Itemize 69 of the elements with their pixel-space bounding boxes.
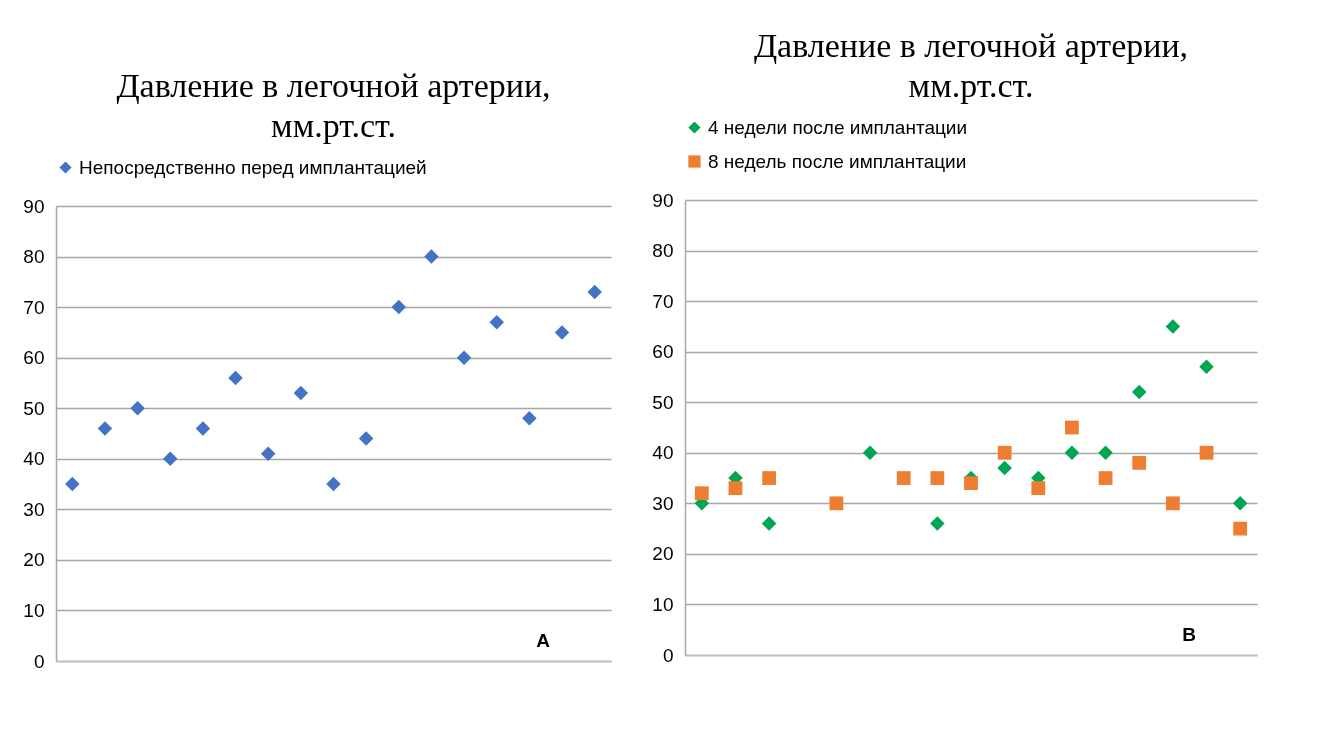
point xyxy=(391,299,407,315)
y-tick-label: 0 xyxy=(662,644,674,666)
chart-title: Давление в легочной артерии, мм.рт.ст. xyxy=(753,27,1189,104)
point xyxy=(1131,384,1147,400)
y-tick-label: 20 xyxy=(23,549,45,571)
y-tick-label: 10 xyxy=(23,599,45,621)
y-tick-label: 80 xyxy=(23,246,45,268)
y-tick-label: 40 xyxy=(23,448,45,470)
point xyxy=(762,471,777,485)
point xyxy=(587,284,602,300)
point xyxy=(761,516,777,531)
y-tick-label: 50 xyxy=(23,397,45,419)
point xyxy=(1233,521,1248,536)
point xyxy=(862,445,878,461)
point xyxy=(1199,359,1214,375)
point xyxy=(456,350,472,365)
y-tick-label: 30 xyxy=(652,492,674,514)
point xyxy=(930,471,945,485)
point xyxy=(1199,445,1214,460)
point xyxy=(424,249,439,264)
legend-label: 4 недели после имплантации xyxy=(708,116,968,138)
point xyxy=(195,421,211,436)
y-tick-label: 80 xyxy=(652,240,674,262)
point xyxy=(1165,319,1181,334)
point xyxy=(1098,445,1113,461)
legend-label: 8 недель после имплантации xyxy=(708,150,967,172)
point xyxy=(728,481,743,496)
y-tick-label: 20 xyxy=(652,543,674,565)
point xyxy=(65,476,80,492)
point xyxy=(489,315,504,330)
y-tick-label: 60 xyxy=(652,341,674,363)
point xyxy=(1065,420,1079,435)
point xyxy=(130,400,145,416)
point xyxy=(1232,496,1248,511)
point xyxy=(829,496,844,511)
point xyxy=(554,325,570,340)
y-tick-label: 90 xyxy=(23,195,45,217)
point xyxy=(97,421,113,436)
point xyxy=(997,460,1012,476)
point xyxy=(930,516,945,531)
point xyxy=(896,471,911,485)
point xyxy=(1132,456,1147,470)
y-tick-label: 30 xyxy=(23,498,45,520)
point xyxy=(228,370,243,386)
point xyxy=(163,451,178,467)
point xyxy=(1031,481,1046,496)
y-tick-label: 70 xyxy=(23,296,45,318)
point xyxy=(293,385,309,401)
point xyxy=(522,411,537,426)
point xyxy=(358,431,374,446)
point xyxy=(326,476,341,492)
chart-title: Давление в легочной артерии, мм.рт.ст. xyxy=(116,67,551,144)
point xyxy=(997,445,1012,460)
y-tick-label: 10 xyxy=(652,593,674,615)
y-tick-label: 90 xyxy=(652,189,674,211)
y-tick-label: 0 xyxy=(33,650,45,672)
legend-label: Непосредственно перед имплантацией xyxy=(79,156,427,178)
y-tick-label: 70 xyxy=(652,290,674,312)
annotation: A xyxy=(536,630,551,651)
y-tick-label: 50 xyxy=(652,391,674,413)
point xyxy=(1165,496,1180,511)
y-tick-label: 40 xyxy=(652,442,674,464)
point xyxy=(1064,445,1080,461)
y-tick-label: 60 xyxy=(23,347,45,369)
point xyxy=(964,476,978,490)
point xyxy=(694,486,709,501)
annotation: B xyxy=(1182,624,1196,645)
point xyxy=(260,446,276,461)
point xyxy=(1098,471,1113,485)
